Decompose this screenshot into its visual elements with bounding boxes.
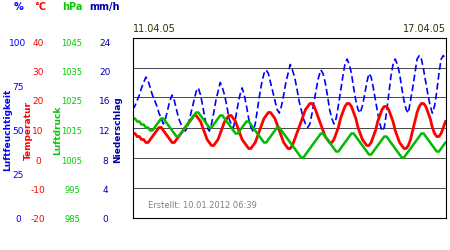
Text: 1025: 1025 — [62, 98, 82, 106]
Text: Luftdruck: Luftdruck — [54, 105, 63, 155]
Text: 100: 100 — [9, 38, 27, 48]
Text: 75: 75 — [12, 83, 24, 92]
Text: 8: 8 — [102, 156, 108, 166]
Text: 0: 0 — [35, 156, 41, 166]
Text: 50: 50 — [12, 127, 24, 136]
Text: 1045: 1045 — [62, 38, 82, 48]
Text: 25: 25 — [12, 171, 24, 180]
Text: 995: 995 — [64, 186, 80, 195]
Text: Temperatur: Temperatur — [23, 100, 32, 160]
Text: hPa: hPa — [62, 2, 82, 12]
Text: 0: 0 — [102, 216, 108, 224]
Text: 985: 985 — [64, 216, 80, 224]
Text: 10: 10 — [32, 127, 44, 136]
Text: Erstellt: 10.01.2012 06:39: Erstellt: 10.01.2012 06:39 — [148, 201, 257, 210]
Text: -20: -20 — [31, 216, 45, 224]
Text: 1035: 1035 — [62, 68, 82, 77]
Text: 1005: 1005 — [62, 156, 82, 166]
Text: 11.04.05: 11.04.05 — [133, 24, 176, 34]
Text: 17.04.05: 17.04.05 — [402, 24, 446, 34]
Text: 0: 0 — [15, 216, 21, 224]
Text: -10: -10 — [31, 186, 45, 195]
Text: 20: 20 — [32, 98, 44, 106]
Text: 20: 20 — [99, 68, 111, 77]
Text: 40: 40 — [32, 38, 44, 48]
Text: 1015: 1015 — [62, 127, 82, 136]
Text: %: % — [13, 2, 23, 12]
Text: 30: 30 — [32, 68, 44, 77]
Text: 24: 24 — [99, 38, 111, 48]
Text: °C: °C — [34, 2, 46, 12]
Text: 12: 12 — [99, 127, 111, 136]
Text: 4: 4 — [102, 186, 108, 195]
Text: 16: 16 — [99, 98, 111, 106]
Text: Luftfeuchtigkeit: Luftfeuchtigkeit — [4, 89, 13, 171]
Text: Niederschlag: Niederschlag — [113, 96, 122, 164]
Text: mm/h: mm/h — [90, 2, 120, 12]
